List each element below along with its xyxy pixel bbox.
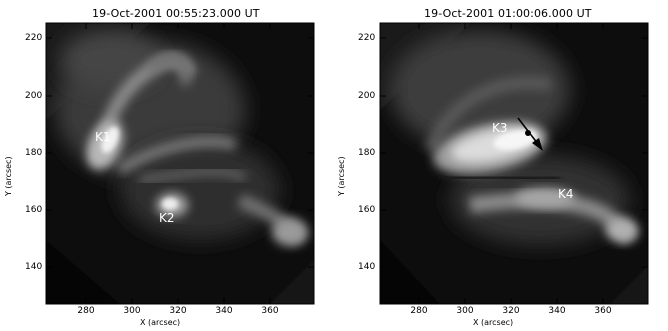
left-x-tick: 280	[77, 306, 95, 316]
right-panel-title: 19-Oct-2001 01:00:06.000 UT	[424, 7, 592, 20]
left-x-tick: 360	[261, 306, 279, 316]
right-y-tick: 160	[358, 205, 376, 215]
right-x-tick: 280	[410, 306, 428, 316]
arrow-point-marker	[525, 130, 531, 136]
arrow-head	[532, 138, 543, 151]
left-panel-title: 19-Oct-2001 00:55:23.000 UT	[92, 7, 260, 20]
left-y-tick: 180	[25, 148, 43, 158]
right-x-tick: 340	[548, 306, 566, 316]
right-plot-frame	[379, 22, 649, 305]
right-x-tick: 360	[594, 306, 612, 316]
left-y-tick: 140	[25, 262, 43, 272]
left-plot-frame	[45, 22, 315, 305]
left-axis-ticks	[46, 23, 314, 304]
left-y-tick: 200	[25, 91, 43, 101]
right-kernel-label-k3: K3	[492, 121, 508, 135]
left-x-tick: 340	[215, 306, 233, 316]
left-x-tick: 300	[123, 306, 141, 316]
left-x-axis-label: X (arcsec)	[140, 318, 181, 327]
left-x-tick: 320	[169, 306, 187, 316]
right-y-tick: 200	[358, 91, 376, 101]
left-kernel-label-k2: K2	[159, 211, 175, 225]
left-kernel-label-k1: K1	[95, 130, 111, 144]
right-axis-ticks	[380, 23, 648, 304]
right-x-tick: 320	[502, 306, 520, 316]
right-solar-image: K3 K4	[380, 23, 648, 304]
right-kernel-label-k4: K4	[558, 187, 574, 201]
left-y-tick: 160	[25, 205, 43, 215]
right-y-tick: 180	[358, 148, 376, 158]
left-y-tick: 220	[25, 33, 43, 43]
right-x-axis-label: X (arcsec)	[473, 318, 514, 327]
right-y-tick: 140	[358, 262, 376, 272]
right-y-tick: 220	[358, 33, 376, 43]
left-solar-image: K1 K2	[46, 23, 314, 304]
right-x-tick: 300	[456, 306, 474, 316]
